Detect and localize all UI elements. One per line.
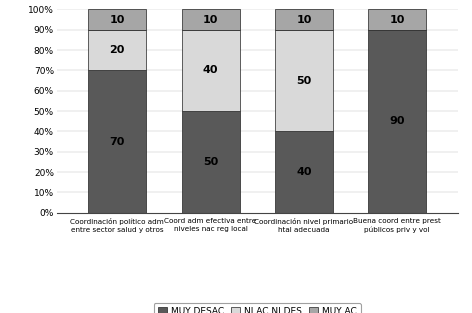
Bar bbox=[368, 30, 426, 213]
Text: 40: 40 bbox=[203, 65, 219, 75]
Text: 50: 50 bbox=[296, 76, 312, 85]
Bar bbox=[88, 70, 146, 213]
Bar bbox=[275, 9, 333, 30]
Bar bbox=[275, 131, 333, 213]
Text: 10: 10 bbox=[296, 15, 312, 24]
Text: 70: 70 bbox=[110, 137, 125, 146]
Text: 50: 50 bbox=[203, 157, 218, 167]
Bar bbox=[88, 30, 146, 70]
Bar bbox=[182, 9, 239, 30]
Text: 20: 20 bbox=[110, 45, 125, 55]
Bar bbox=[182, 111, 239, 213]
Bar bbox=[182, 30, 239, 111]
Text: 40: 40 bbox=[296, 167, 312, 177]
Text: 10: 10 bbox=[389, 15, 405, 24]
Bar bbox=[275, 30, 333, 131]
Text: 10: 10 bbox=[110, 15, 125, 24]
Text: 90: 90 bbox=[389, 116, 405, 126]
Bar bbox=[368, 9, 426, 30]
Bar bbox=[88, 9, 146, 30]
Legend: MUY DESAC, NI AC NI DES, MUY AC: MUY DESAC, NI AC NI DES, MUY AC bbox=[154, 303, 361, 313]
Text: 10: 10 bbox=[203, 15, 218, 24]
